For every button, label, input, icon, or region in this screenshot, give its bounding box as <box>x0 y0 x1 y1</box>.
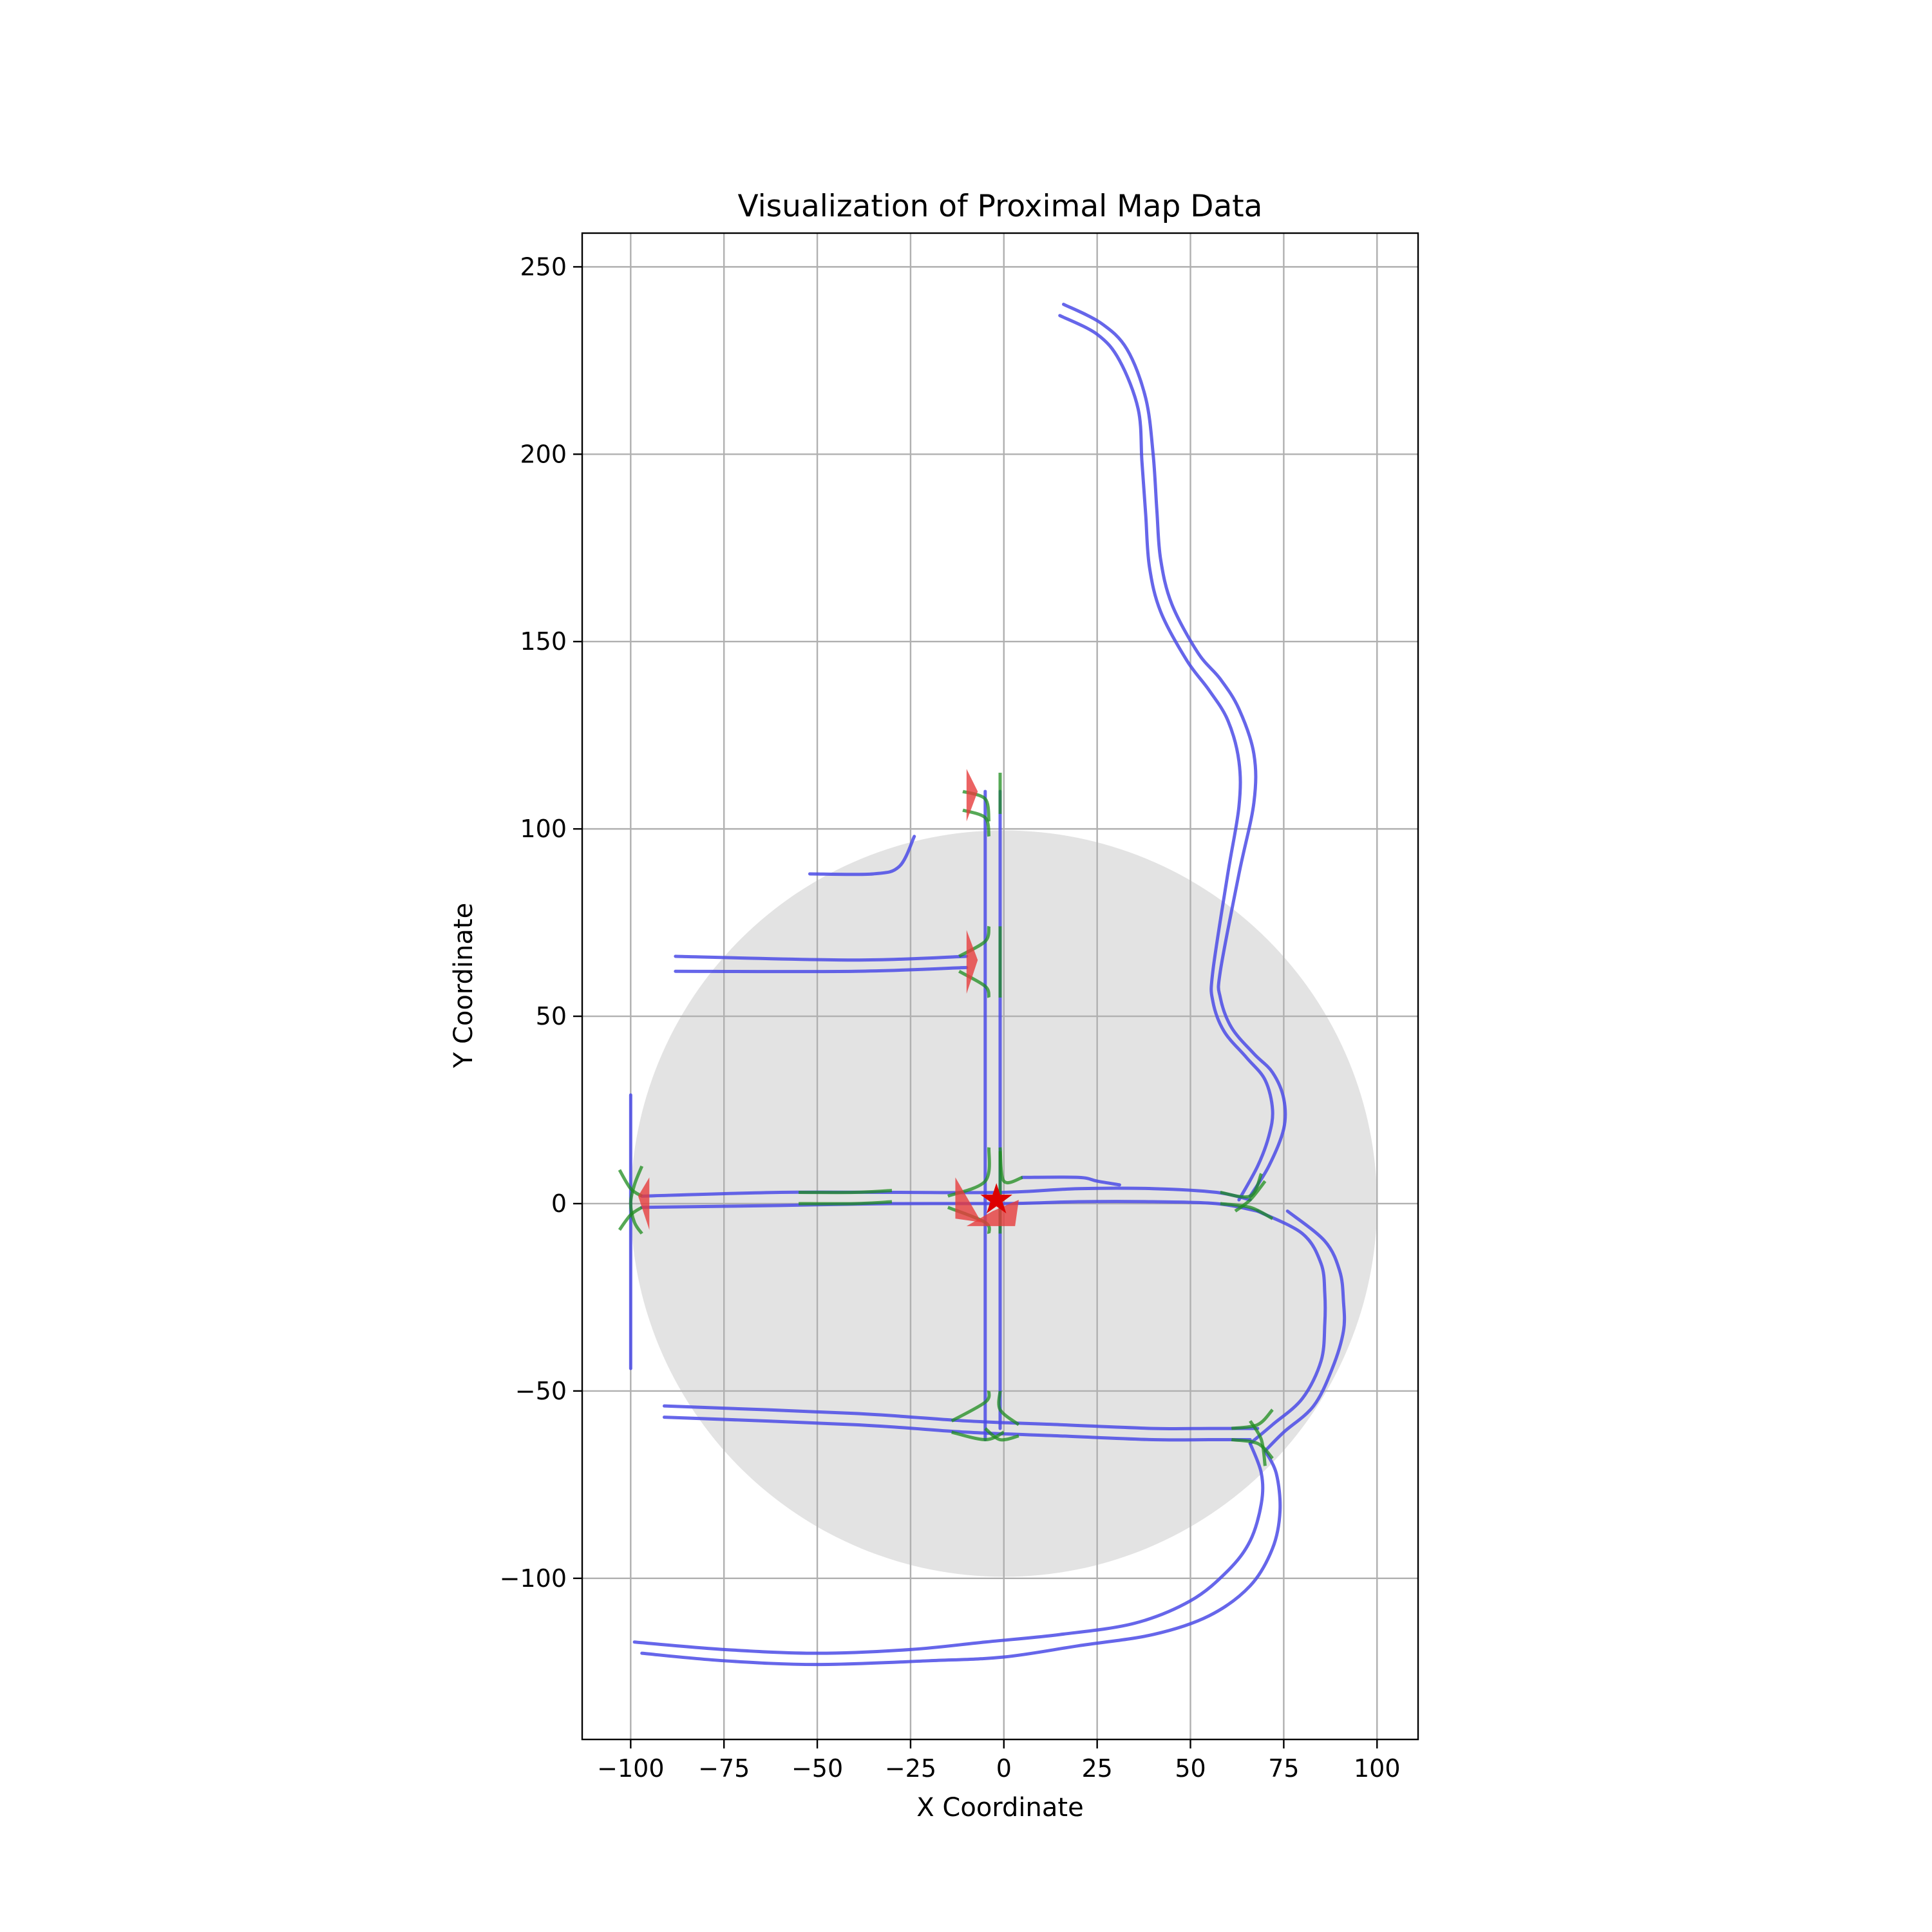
y-tick-label: 200 <box>520 440 567 468</box>
lane-south-branch-lower <box>662 1416 1252 1442</box>
conn-main-west <box>799 1189 893 1195</box>
conn-far-west-c <box>629 1165 644 1235</box>
ego-marker <box>980 1183 1012 1214</box>
conn-south-junction-d <box>984 1427 1019 1442</box>
conn-east-junction-b <box>1220 1202 1274 1220</box>
x-tick-label: 0 <box>996 1754 1012 1783</box>
x-tick-label: −100 <box>597 1754 664 1783</box>
y-tick-label: 100 <box>520 815 567 843</box>
stop-marker-west-junction <box>966 930 978 994</box>
conn-east-junction-c <box>1234 1180 1267 1213</box>
x-tick-label: −75 <box>698 1754 750 1783</box>
lane-south-road-upper <box>640 1449 1282 1667</box>
stop-marker-far-west <box>638 1177 650 1230</box>
x-tick-label: 75 <box>1268 1754 1299 1783</box>
conn-south-east-c <box>1249 1420 1267 1466</box>
conn-south-east-b <box>1231 1438 1274 1460</box>
plot-frame <box>581 232 1419 1741</box>
stop-marker-center-a <box>955 1177 982 1223</box>
stop-markers <box>638 769 1019 1230</box>
conn-south-junction-b <box>951 1430 1005 1442</box>
stop-marker-center-b <box>966 1200 1019 1226</box>
lane-lines <box>629 303 1347 1667</box>
conn-main-west-2 <box>799 1200 893 1206</box>
chart-title: Visualization of Proximal Map Data <box>738 189 1263 224</box>
x-axis-label: X Coordinate <box>916 1793 1083 1823</box>
y-tick-label: −100 <box>500 1564 567 1593</box>
x-tick-label: 100 <box>1354 1754 1401 1783</box>
x-tick-label: 50 <box>1175 1754 1206 1783</box>
lane-east-short-stub <box>1021 1175 1121 1187</box>
conn-south-junction-a <box>951 1390 991 1423</box>
conn-south-east-a <box>1231 1408 1274 1430</box>
x-tick-label: −50 <box>791 1754 843 1783</box>
y-axis-label: Y Coordinate <box>449 903 478 1068</box>
lane-east-loop-outer <box>1248 1209 1327 1445</box>
plot-area <box>582 233 1418 1739</box>
y-axis-ticks: −100 −50 0 50 100 150 200 250 <box>500 252 582 1593</box>
lane-south-branch-upper <box>662 1404 1260 1430</box>
lane-east-loop-inner <box>1263 1209 1347 1453</box>
lane-south-road-lower <box>632 1441 1265 1655</box>
y-tick-label: 250 <box>520 252 567 281</box>
y-tick-label: 50 <box>536 1002 567 1030</box>
y-tick-label: −50 <box>515 1377 567 1405</box>
conn-west-junction-a <box>958 925 991 958</box>
lane-north-curve-outer <box>1062 303 1287 1198</box>
lane-north-curve-inner <box>1058 314 1274 1202</box>
y-tick-label: 150 <box>520 627 567 656</box>
lane-short-stub-north <box>808 835 916 876</box>
lane-west-branch-upper <box>674 954 969 962</box>
lane-west-branch-lower <box>674 965 969 974</box>
lane-main-east-west-lower <box>640 1200 1260 1213</box>
conn-west-junction-b <box>958 970 991 998</box>
grid <box>582 233 1418 1739</box>
x-tick-label: −25 <box>885 1754 936 1783</box>
y-tick-label: 0 <box>551 1189 567 1218</box>
x-axis-ticks: −100 −75 −50 −25 0 25 50 75 100 <box>597 1739 1401 1783</box>
lane-main-east-west-upper <box>640 1186 1252 1202</box>
conn-east-junction-a <box>1220 1173 1263 1199</box>
stop-marker-north <box>966 769 978 822</box>
conn-south-junction-c <box>997 1390 1020 1426</box>
x-tick-label: 25 <box>1081 1754 1112 1783</box>
